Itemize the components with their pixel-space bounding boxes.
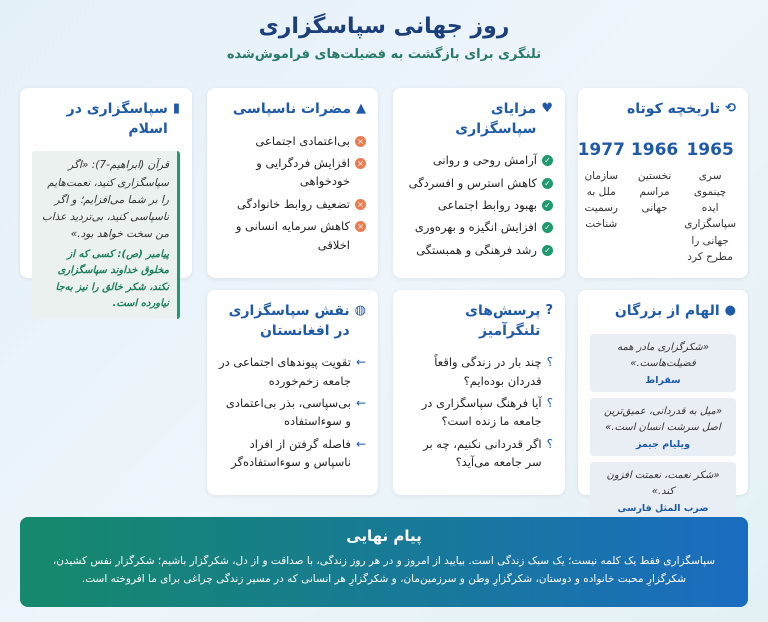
list-item: ✓ بهبود روابط اجتماعی (405, 196, 553, 214)
year-text: نخستین مراسم جهانی (637, 169, 672, 215)
afghanistan-title: نقش سپاسگزاری در افغانستان (228, 303, 350, 339)
timeline-item: 1966 نخستین مراسم جهانی (631, 140, 678, 266)
timeline-item: 1977 سازمان ملل به رسمیت شناخت (578, 140, 625, 266)
arrow-icon: ← (355, 355, 366, 370)
lightbulb-icon: ● (724, 303, 736, 318)
page-title: روز جهانی سپاسگزاری (258, 14, 510, 39)
list-item: ✓ افزایش انگیزه و بهره‌وری (405, 218, 553, 236)
afghanistan-card: ◍ نقش سپاسگزاری در افغانستان ← تقویت پیوند… (207, 290, 378, 495)
final-text: سپاسگزاری فقط یک کلمه نیست؛ یک سبک زندگی… (52, 555, 716, 585)
item-text: فاصله گرفتن از افراد ناسپاس و سوءاستفاده… (231, 436, 351, 470)
x-icon: × (355, 198, 366, 210)
item-text: افزایش فردگرایی و خودخواهی (256, 155, 350, 189)
warning-icon: ▲ (356, 101, 366, 116)
globe-icon: ◍ (354, 303, 366, 318)
check-icon: ✓ (542, 244, 553, 256)
final-message: پیام نهایی سپاسگزاری فقط یک کلمه نیست؛ ی… (20, 517, 748, 607)
list-item: ✓ رشد فرهنگی و همبستگی (405, 241, 553, 259)
year: 1966 (630, 139, 679, 160)
list-item: ✓ کاهش استرس و افسردگی (405, 174, 553, 192)
islam-title: سپاسگزاری در اسلام (66, 101, 168, 137)
quran-quote: قرآن (ابراهیم-7): «اگر سپاسگزاری کنید، ن… (41, 159, 169, 241)
quote-author: ضرب المثل فارسی (617, 502, 709, 514)
list-item: × تضعیف روابط خانوادگی (219, 195, 366, 213)
list-item: × کاهش سرمایه انسانی و اخلاقی (219, 217, 366, 254)
islam-card: ▮ سپاسگزاری در اسلام قرآن (ابراهیم-7): «ا… (20, 88, 192, 319)
year: 1965 (686, 139, 734, 160)
prophet-quote: پیامبر (ص): کسی که از مخلوق خداوند سپاسگ… (55, 248, 169, 310)
quote-text: «میل به قدردانی، عمیق‌ترین اصل سرشت انسا… (603, 405, 723, 433)
list-item: ؟ اگر قدردانی نکنیم، چه بر سر جامعه می‌آی… (405, 435, 553, 472)
heart-icon: ♥ (541, 101, 553, 116)
quote-text: «شکر نعمت، نعمتت افزون کند.» (606, 469, 720, 497)
arrow-icon: ← (355, 395, 366, 410)
timeline-item: 1965 سری چینموی ایده سپاسگزاری جهانی را م… (684, 140, 736, 266)
list-item: ← فاصله گرفتن از افراد ناسپاس و سوءاستفاد… (219, 435, 366, 472)
inspiration-card: ● الهام از بزرگان «شکرگزاری مادر همه فضیل… (578, 290, 748, 520)
inspiration-title: الهام از بزرگان (614, 303, 720, 319)
history-icon: ⟲ (725, 101, 736, 116)
question-mark-icon: ؟ (546, 395, 553, 410)
item-text: آرامش روحی و روانی (432, 153, 537, 168)
islam-quote-box: قرآن (ابراهیم-7): «اگر سپاسگزاری کنید، ن… (32, 151, 180, 319)
check-icon: ✓ (542, 222, 553, 234)
quote-author: ویلیام جیمز (635, 438, 691, 450)
question-mark-icon: ؟ (546, 355, 553, 370)
item-text: بهبود روابط اجتماعی (437, 197, 537, 212)
quote: «شکر نعمت، نعمتت افزون کند.» ضرب المثل فا… (590, 461, 736, 520)
item-text: بی‌سپاسی، بذر بی‌اعتمادی و سوءاستفاده (225, 395, 351, 429)
item-text: بی‌اعتمادی اجتماعی (255, 133, 350, 148)
questions-card: ? پرسش‌های تلنگرآمیز ؟ چند بار در زندگی وا… (393, 290, 565, 495)
list-item: × افزایش فردگرایی و خودخواهی (219, 154, 366, 191)
item-text: تضعیف روابط خانوادگی (237, 196, 350, 211)
list-item: × بی‌اعتمادی اجتماعی (219, 132, 366, 150)
question-icon: ? (545, 303, 553, 318)
item-text: تقویت پیوندهای اجتماعی در جامعه زخم‌خورد… (219, 355, 351, 388)
item-text: کاهش استرس و افسردگی (408, 175, 537, 190)
list-item: ✓ آرامش روحی و روانی (405, 151, 553, 169)
item-text: افزایش انگیزه و بهره‌وری (414, 220, 537, 235)
year: 1977 (577, 139, 625, 160)
item-text: آیا فرهنگ سپاسگزاری در جامعه ما زنده است… (421, 395, 542, 429)
item-text: کاهش سرمایه انسانی و اخلاقی (235, 219, 350, 252)
list-item: ؟ آیا فرهنگ سپاسگزاری در جامعه ما زنده اس… (405, 394, 553, 431)
quote-text: «شکرگزاری مادر همه فضیلت‌هاست.» (617, 341, 709, 369)
harms-card: ▲ مضرات ناسپاسی × بی‌اعتمادی اجتماعی × افزا… (207, 88, 378, 278)
list-item: ؟ چند بار در زندگی واقعاً قدردان بوده‌ایم… (405, 353, 553, 390)
x-icon: × (355, 221, 366, 233)
x-icon: × (355, 157, 366, 169)
history-title: تاریخچه کوتاه (627, 101, 721, 117)
benefits-card: ♥ مزایای سپاسگزاری ✓ آرامش روحی و روانی ✓ ک… (393, 88, 565, 278)
quote: «میل به قدردانی، عمیق‌ترین اصل سرشت انسا… (590, 397, 736, 456)
history-card: ⟲ تاریخچه کوتاه 1965 سری چینموی ایده سپاسگ… (578, 88, 748, 278)
x-icon: × (355, 135, 366, 147)
benefits-title: مزایای سپاسگزاری (455, 101, 537, 137)
year-text: سری چینموی ایده سپاسگزاری جهانی را مطرح … (684, 169, 736, 263)
page-subtitle: تلنگری برای بازگشت به فضیلت‌های فراموش‌ش… (226, 47, 542, 62)
item-text: اگر قدردانی نکنیم، چه بر سر جامعه می‌آید… (423, 436, 542, 470)
item-text: رشد فرهنگی و همبستگی (416, 242, 537, 257)
check-icon: ✓ (542, 199, 553, 211)
book-icon: ▮ (172, 101, 180, 116)
item-text: چند بار در زندگی واقعاً قدردان بوده‌ایم؟ (434, 355, 542, 388)
harms-title: مضرات ناسپاسی (232, 101, 351, 117)
list-item: ← تقویت پیوندهای اجتماعی در جامعه زخم‌خور… (219, 353, 366, 390)
questions-title: پرسش‌های تلنگرآمیز (465, 303, 541, 339)
quote-author: سقراط (645, 374, 681, 386)
arrow-icon: ← (355, 436, 366, 451)
question-mark-icon: ؟ (546, 436, 553, 451)
check-icon: ✓ (542, 177, 553, 189)
year-text: سازمان ملل به رسمیت شناخت (584, 169, 619, 231)
quote: «شکرگزاری مادر همه فضیلت‌هاست.» سقراط (590, 333, 736, 392)
final-title: پیام نهایی (346, 527, 422, 545)
list-item: ← بی‌سپاسی، بذر بی‌اعتمادی و سوءاستفاده (219, 394, 366, 431)
check-icon: ✓ (542, 155, 553, 167)
